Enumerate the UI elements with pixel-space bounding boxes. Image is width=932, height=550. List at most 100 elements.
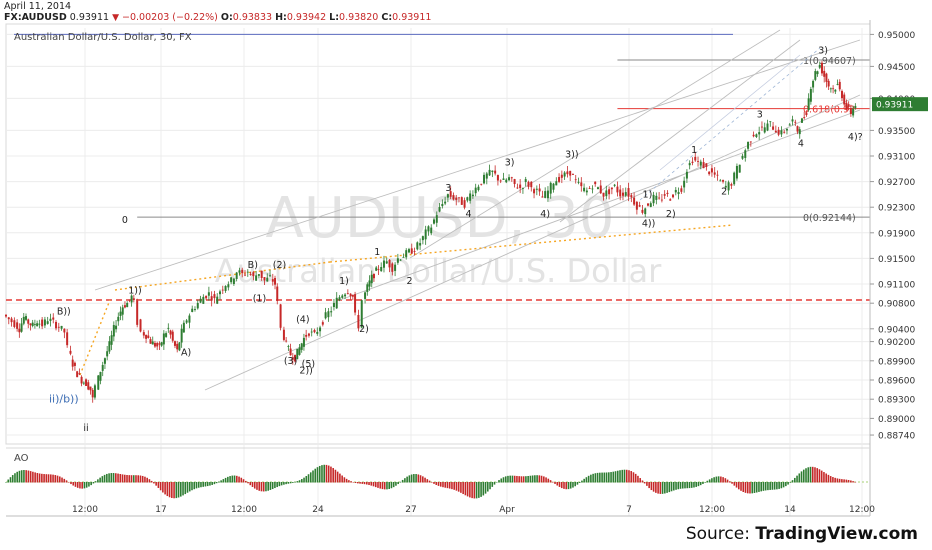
ao-bar bbox=[643, 482, 646, 484]
ao-bar bbox=[536, 475, 538, 483]
ao-bar bbox=[493, 482, 496, 485]
indicator-label: AO bbox=[14, 453, 29, 464]
candle-body bbox=[796, 126, 799, 132]
trend-channel-line bbox=[339, 109, 861, 301]
candle-body bbox=[20, 323, 23, 332]
candle-body bbox=[117, 316, 120, 322]
ao-bar bbox=[388, 482, 390, 489]
ao-bar bbox=[818, 469, 821, 483]
candle-body bbox=[444, 201, 447, 204]
ao-bar bbox=[771, 482, 774, 490]
candle-body bbox=[344, 294, 347, 297]
candle-body bbox=[178, 342, 181, 351]
candle-body bbox=[360, 300, 363, 328]
ao-bar bbox=[146, 477, 148, 483]
candle-body bbox=[380, 267, 383, 272]
ao-bar bbox=[123, 474, 126, 483]
ao-bar bbox=[368, 482, 370, 486]
ao-bar bbox=[641, 480, 644, 483]
candle-body bbox=[666, 192, 669, 194]
ao-bar bbox=[773, 482, 776, 490]
time-axis[interactable]: 12:00 17 12:00 24 27 Apr 7 12:00 14 12:00 bbox=[6, 505, 875, 517]
ao-bar bbox=[117, 473, 119, 483]
candle-body bbox=[710, 168, 713, 173]
ao-bar bbox=[800, 471, 803, 483]
ao-bar bbox=[722, 477, 724, 483]
candle-body bbox=[641, 209, 644, 213]
ao-bar bbox=[811, 466, 814, 483]
ao-bar bbox=[516, 475, 518, 483]
candle-body bbox=[560, 174, 563, 178]
symbol-label[interactable]: FX:AUDUSD bbox=[4, 12, 67, 23]
wave-label: 1) bbox=[643, 190, 653, 201]
candle-body bbox=[596, 187, 599, 190]
ao-bar bbox=[661, 482, 664, 494]
candle-body bbox=[52, 317, 55, 320]
candle-body bbox=[341, 295, 344, 298]
ao-bar bbox=[209, 482, 211, 486]
candle-body bbox=[388, 259, 391, 268]
ao-bar bbox=[439, 482, 442, 487]
wave-label: 4)? bbox=[848, 132, 863, 143]
ao-bar bbox=[596, 472, 599, 483]
price-axis[interactable]: 0.950000.945000.940000.935000.931000.927… bbox=[869, 20, 932, 520]
candle-body bbox=[449, 191, 452, 197]
candle-body bbox=[608, 189, 611, 195]
ao-bar bbox=[195, 482, 198, 489]
ao-bar bbox=[262, 482, 265, 492]
ao-bar bbox=[415, 474, 417, 483]
ao-bar bbox=[484, 482, 487, 494]
candle-body bbox=[549, 182, 552, 194]
candle-body bbox=[834, 89, 837, 92]
candle-body bbox=[744, 150, 747, 158]
ao-bar bbox=[278, 482, 281, 487]
ao-bar bbox=[717, 476, 720, 483]
candle-body bbox=[230, 277, 233, 283]
y-tick-label: 0.91500 bbox=[878, 255, 915, 265]
candle-body bbox=[638, 205, 641, 207]
ao-bar bbox=[547, 478, 550, 483]
candle-body bbox=[510, 177, 513, 179]
candle-body bbox=[282, 329, 285, 340]
ao-bar bbox=[7, 479, 10, 483]
candle-body bbox=[674, 189, 677, 193]
wave-label: 1 bbox=[374, 247, 380, 258]
candle-body bbox=[708, 171, 711, 175]
candle-body bbox=[807, 98, 810, 110]
ao-bar bbox=[664, 482, 666, 494]
ao-bar bbox=[157, 482, 160, 488]
candle-body bbox=[812, 80, 815, 88]
ao-bar bbox=[408, 475, 411, 483]
y-tick-label: 0.90400 bbox=[878, 325, 915, 335]
ao-bar bbox=[446, 482, 449, 489]
candle-body bbox=[660, 199, 663, 201]
candle-body bbox=[354, 294, 357, 313]
candle-body bbox=[49, 318, 52, 321]
ao-bar bbox=[63, 478, 66, 483]
candle-body bbox=[145, 334, 148, 339]
ao-bar bbox=[99, 477, 101, 483]
candle-body bbox=[663, 194, 666, 196]
candle-body bbox=[142, 332, 145, 336]
candle-body bbox=[594, 181, 597, 185]
candle-body bbox=[843, 94, 846, 105]
ao-bar bbox=[175, 482, 178, 499]
ao-bar bbox=[424, 477, 426, 483]
candle-body bbox=[156, 343, 159, 347]
candle-body bbox=[7, 317, 10, 320]
ao-bar bbox=[852, 481, 854, 483]
ao-bar bbox=[267, 482, 269, 491]
ao-bar bbox=[61, 477, 63, 483]
y-tick-label: 0.91100 bbox=[878, 281, 915, 291]
ao-bar bbox=[699, 482, 702, 486]
y-tick-label: 0.89600 bbox=[878, 377, 915, 387]
candle-body bbox=[402, 256, 405, 258]
candle-body bbox=[235, 272, 238, 279]
candle-body bbox=[89, 386, 92, 391]
ao-bar bbox=[639, 478, 641, 483]
candle-body bbox=[313, 330, 316, 333]
candle-body bbox=[185, 320, 188, 323]
ao-bar bbox=[148, 479, 151, 483]
ao-bar bbox=[334, 469, 337, 483]
